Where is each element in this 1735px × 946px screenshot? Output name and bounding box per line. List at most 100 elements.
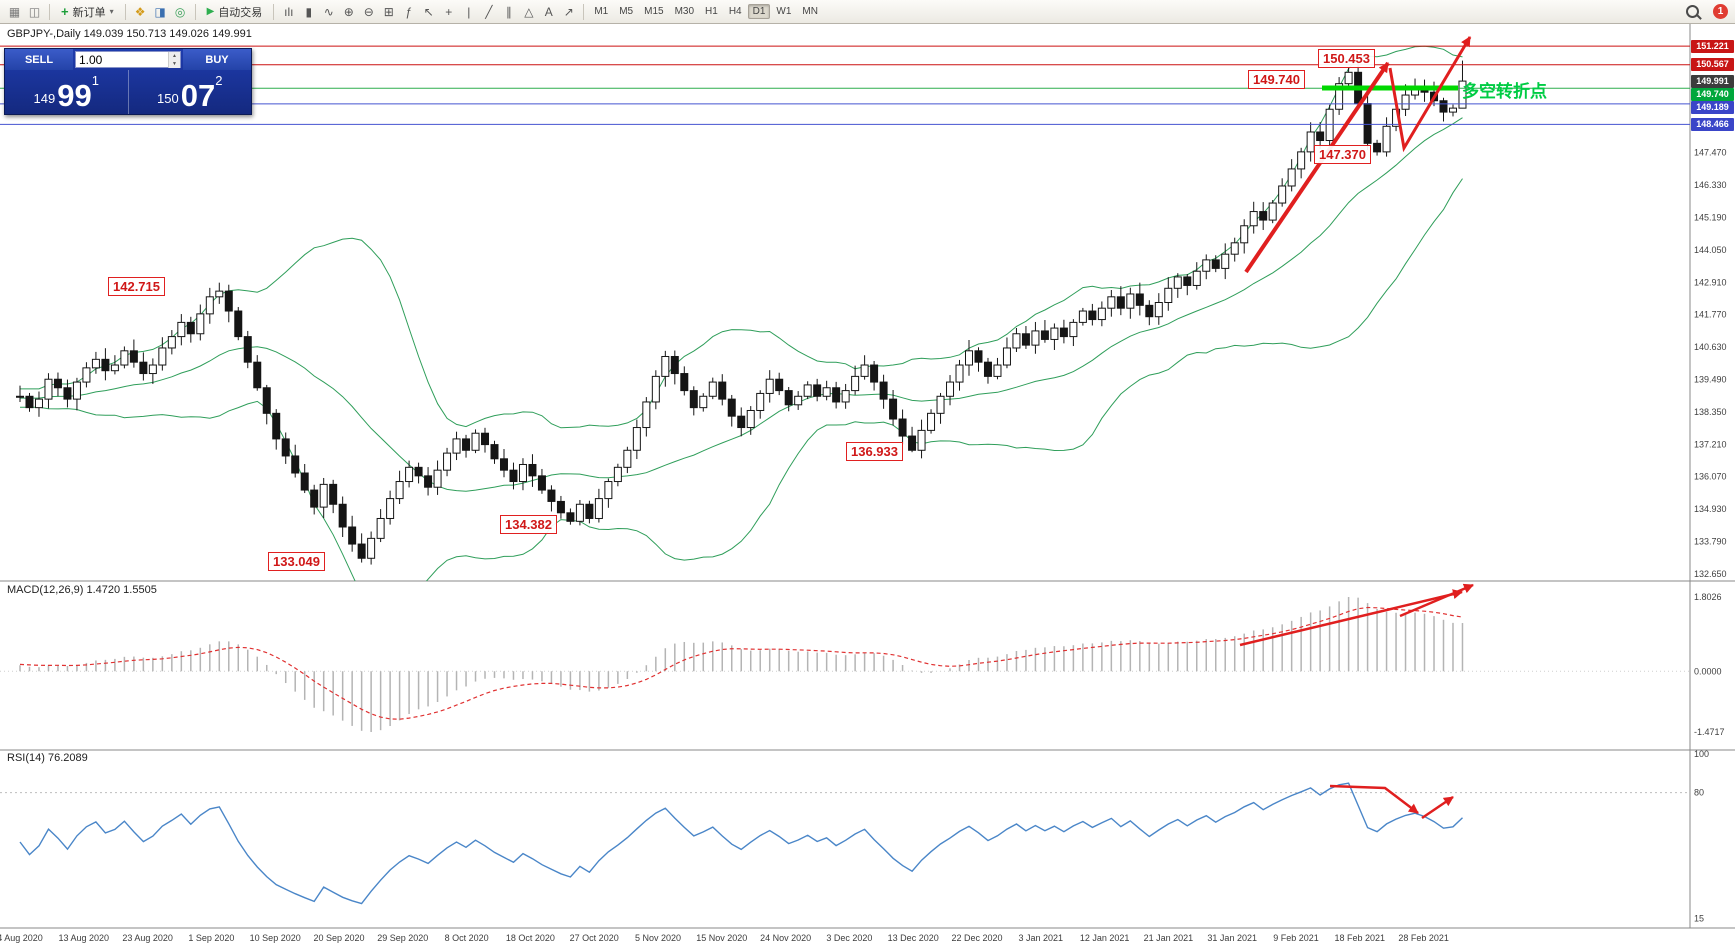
crosshair-icon[interactable]: + (445, 4, 453, 19)
toolbar-separator (124, 3, 126, 20)
svg-text:145.190: 145.190 (1694, 213, 1727, 223)
svg-text:21 Jan 2021: 21 Jan 2021 (1144, 933, 1194, 943)
timeframe-d1[interactable]: D1 (747, 4, 771, 19)
svg-text:132.650: 132.650 (1694, 569, 1727, 579)
new-order-plus-icon: + (61, 4, 69, 19)
trendline-icon[interactable]: ╱ (485, 4, 493, 19)
svg-text:9 Feb 2021: 9 Feb 2021 (1273, 933, 1319, 943)
svg-text:4 Aug 2020: 4 Aug 2020 (0, 933, 43, 943)
svg-text:15: 15 (1694, 913, 1704, 923)
candles-layer (16, 60, 1467, 565)
svg-text:3 Dec 2020: 3 Dec 2020 (826, 933, 872, 943)
macd-arrow-1[interactable] (1239, 589, 1463, 647)
svg-text:15 Nov 2020: 15 Nov 2020 (696, 933, 747, 943)
svg-text:28 Feb 2021: 28 Feb 2021 (1398, 933, 1449, 943)
timeframe-w1[interactable]: W1 (771, 4, 796, 19)
zoom-out-icon[interactable]: ⊖ (363, 4, 374, 19)
timeframe-h4[interactable]: H4 (724, 4, 747, 19)
zoom-in-icon[interactable]: ⊕ (343, 4, 354, 19)
channel-icon[interactable]: ∥ (505, 4, 512, 19)
macd-arrow-2[interactable] (1399, 583, 1474, 618)
market-watch-icon[interactable]: ❖ (134, 4, 146, 19)
candlestick-icon[interactable]: ▮ (305, 4, 313, 19)
timeframe-m5[interactable]: M5 (614, 4, 638, 19)
toolbar-separator (49, 3, 50, 20)
svg-text:13 Aug 2020: 13 Aug 2020 (59, 933, 110, 943)
navigator-icon[interactable]: ◎ (174, 4, 186, 19)
svg-text:142.910: 142.910 (1694, 277, 1727, 287)
trend-arrow-main[interactable] (1244, 61, 1390, 274)
svg-text:139.490: 139.490 (1694, 375, 1727, 385)
timeframe-mn[interactable]: MN (797, 4, 823, 19)
vertical-line-icon[interactable]: | (467, 4, 471, 19)
svg-text:1 Sep 2020: 1 Sep 2020 (188, 933, 234, 943)
rsi-arrow-2[interactable] (1421, 795, 1454, 820)
timeframe-group: M1 M5 M15 M30 H1 H4 D1 W1 MN (589, 4, 823, 19)
svg-text:-1.4717: -1.4717 (1694, 727, 1725, 737)
svg-text:147.470: 147.470 (1694, 148, 1727, 158)
svg-text:31 Jan 2021: 31 Jan 2021 (1207, 933, 1257, 943)
svg-text:140.630: 140.630 (1694, 342, 1727, 352)
svg-text:3 Jan 2021: 3 Jan 2021 (1019, 933, 1064, 943)
window-icon[interactable]: ▦ (8, 4, 21, 19)
chart-tools-group: ılı ▮ ∿ ⊕ ⊖ ⊞ ƒ ↖ + | ╱ ∥ △ A ↗ (279, 3, 578, 21)
new-order-label: 新订单 (72, 6, 106, 19)
arrow-object-icon[interactable]: ↗ (563, 4, 574, 19)
svg-text:1.8026: 1.8026 (1694, 592, 1722, 602)
new-order-button[interactable]: + 新订单 ▾ (55, 3, 120, 21)
svg-text:137.210: 137.210 (1694, 439, 1727, 449)
svg-text:100: 100 (1694, 749, 1709, 759)
panel-icons-group: ❖ ◨ ◎ (131, 3, 190, 21)
timeframe-m15[interactable]: M15 (639, 4, 668, 19)
trend-arrow-pullback[interactable] (1388, 36, 1472, 153)
timeframe-m30[interactable]: M30 (670, 4, 699, 19)
play-icon: ▶ (206, 6, 215, 17)
timeframe-m1[interactable]: M1 (589, 4, 613, 19)
rsi-arrow-1[interactable] (1329, 784, 1419, 814)
svg-text:133.790: 133.790 (1694, 536, 1727, 546)
svg-text:8 Oct 2020: 8 Oct 2020 (445, 933, 489, 943)
chevron-down-icon: ▾ (109, 7, 114, 16)
svg-text:146.330: 146.330 (1694, 180, 1727, 190)
window-icons-group: ▦ ◫ (5, 3, 44, 21)
svg-text:18 Feb 2021: 18 Feb 2021 (1335, 933, 1386, 943)
svg-text:5 Nov 2020: 5 Nov 2020 (635, 933, 681, 943)
bollinger-low (20, 178, 1463, 581)
autotrading-label: 自动交易 (218, 6, 263, 19)
svg-text:27 Oct 2020: 27 Oct 2020 (570, 933, 619, 943)
search-icon[interactable] (1686, 5, 1699, 18)
toolbar-separator (194, 3, 196, 20)
rsi-line (19, 782, 1463, 905)
cursor-icon[interactable]: ↖ (423, 4, 434, 19)
shapes-icon[interactable]: △ (524, 4, 534, 19)
autotrading-button[interactable]: ▶ 自动交易 (201, 3, 269, 21)
toolbar: ▦ ◫ + 新订单 ▾ ❖ ◨ ◎ ▶ 自动交易 ılı ▮ ∿ ⊕ ⊖ ⊞ ƒ ↖ + | ╱ ∥ △ A ↗ … (0, 0, 1735, 24)
svg-text:0.0000: 0.0000 (1694, 666, 1722, 676)
data-window-icon[interactable]: ◨ (154, 4, 166, 19)
svg-text:29 Sep 2020: 29 Sep 2020 (377, 933, 428, 943)
indicators-icon[interactable]: ƒ (405, 4, 413, 19)
line-chart-icon[interactable]: ∿ (323, 4, 334, 19)
macd-pane (0, 597, 1690, 732)
notification-badge[interactable]: 1 (1713, 4, 1728, 19)
svg-text:12 Jan 2021: 12 Jan 2021 (1080, 933, 1130, 943)
timeframe-h1[interactable]: H1 (700, 4, 723, 19)
svg-text:13 Dec 2020: 13 Dec 2020 (888, 933, 939, 943)
chart-window-icon[interactable]: ◫ (28, 4, 41, 19)
text-label-icon[interactable]: A (544, 4, 553, 19)
turning-point-line[interactable] (1322, 85, 1458, 91)
rsi-pane (0, 782, 1690, 905)
tile-windows-icon[interactable]: ⊞ (383, 4, 394, 19)
svg-text:10 Sep 2020: 10 Sep 2020 (250, 933, 301, 943)
bar-chart-icon[interactable]: ılı (284, 4, 294, 19)
svg-text:134.930: 134.930 (1694, 504, 1727, 514)
main-pane (0, 45, 1690, 581)
svg-text:138.350: 138.350 (1694, 407, 1727, 417)
svg-text:22 Dec 2020: 22 Dec 2020 (951, 933, 1002, 943)
svg-text:23 Aug 2020: 23 Aug 2020 (122, 933, 173, 943)
svg-text:141.770: 141.770 (1694, 310, 1727, 320)
svg-text:24 Nov 2020: 24 Nov 2020 (760, 933, 811, 943)
